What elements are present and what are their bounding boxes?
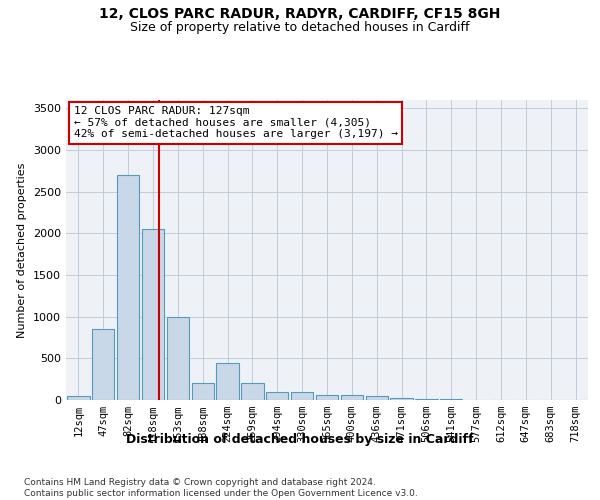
Bar bbox=[142, 229, 164, 400]
Text: Size of property relative to detached houses in Cardiff: Size of property relative to detached ho… bbox=[130, 21, 470, 34]
Bar bbox=[117, 175, 139, 400]
Bar bbox=[241, 384, 263, 400]
Bar bbox=[391, 398, 413, 400]
Bar bbox=[167, 316, 189, 400]
Y-axis label: Number of detached properties: Number of detached properties bbox=[17, 162, 28, 338]
Bar bbox=[67, 396, 89, 400]
Bar bbox=[415, 399, 437, 400]
Text: 12, CLOS PARC RADUR, RADYR, CARDIFF, CF15 8GH: 12, CLOS PARC RADUR, RADYR, CARDIFF, CF1… bbox=[100, 8, 500, 22]
Bar bbox=[365, 396, 388, 400]
Bar bbox=[291, 392, 313, 400]
Bar bbox=[341, 395, 363, 400]
Text: Distribution of detached houses by size in Cardiff: Distribution of detached houses by size … bbox=[126, 432, 474, 446]
Text: Contains HM Land Registry data © Crown copyright and database right 2024.
Contai: Contains HM Land Registry data © Crown c… bbox=[24, 478, 418, 498]
Text: 12 CLOS PARC RADUR: 127sqm
← 57% of detached houses are smaller (4,305)
42% of s: 12 CLOS PARC RADUR: 127sqm ← 57% of deta… bbox=[74, 106, 398, 139]
Bar bbox=[92, 329, 115, 400]
Bar bbox=[266, 392, 289, 400]
Bar bbox=[191, 384, 214, 400]
Bar bbox=[217, 362, 239, 400]
Bar bbox=[316, 395, 338, 400]
Bar bbox=[440, 399, 463, 400]
